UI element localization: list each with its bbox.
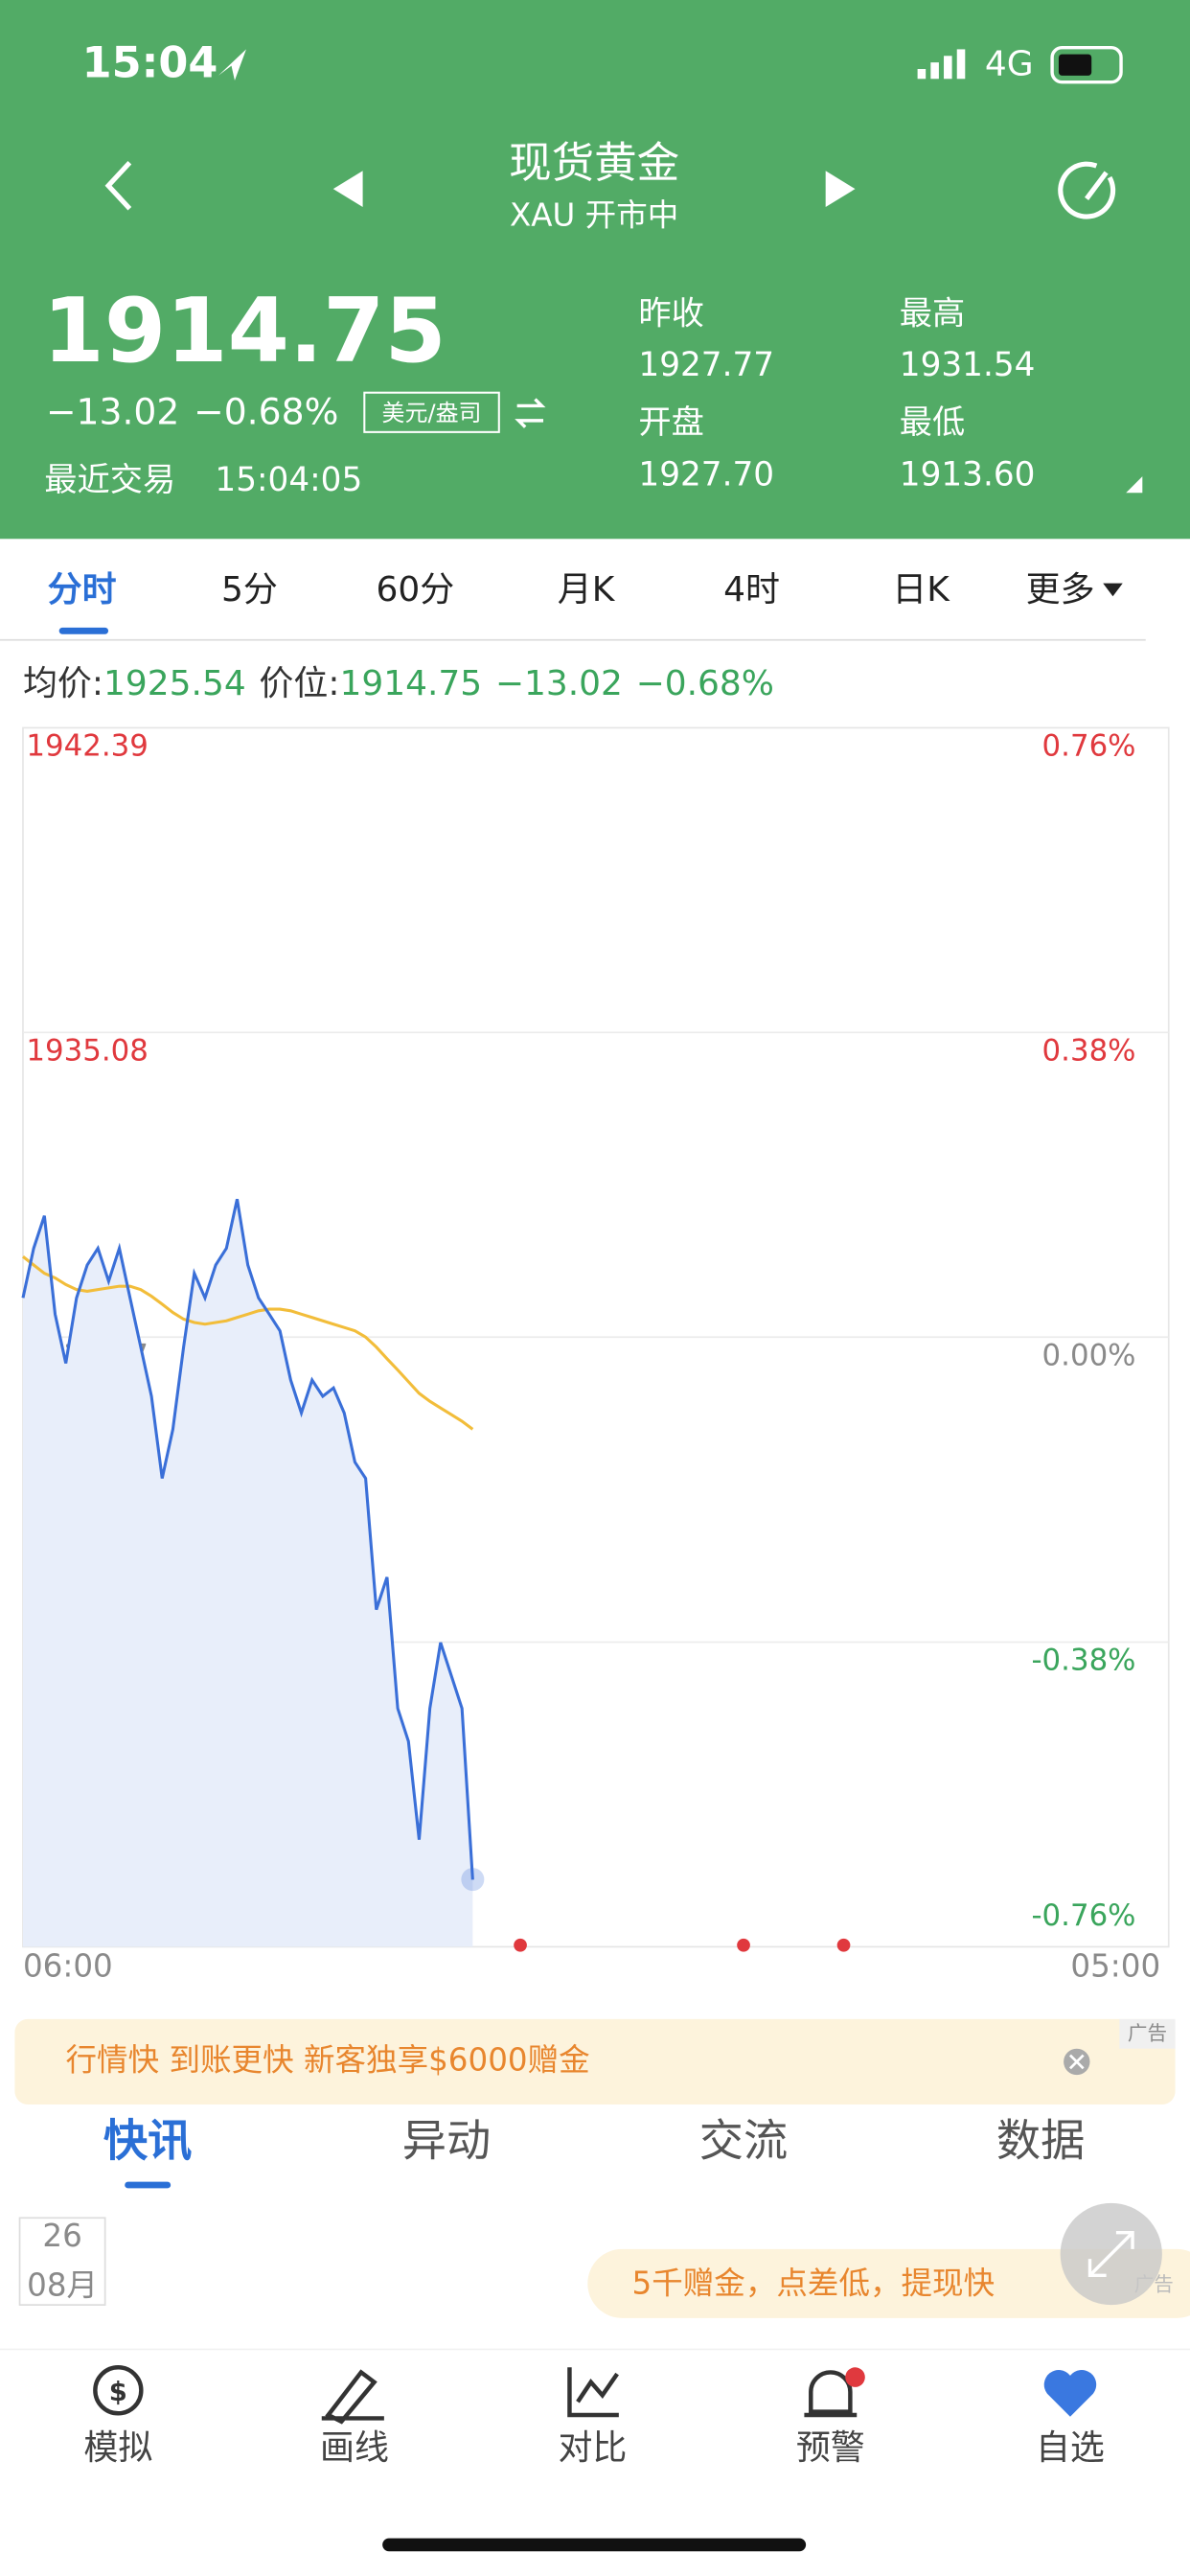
subtitle: XAU 开市中 bbox=[510, 196, 678, 233]
icon-compare bbox=[567, 2367, 619, 2418]
period-tab[interactable]: 5分 bbox=[221, 570, 278, 610]
change-pct: −0.68% bbox=[194, 390, 338, 432]
ad2-banner[interactable] bbox=[587, 2248, 1190, 2318]
change-value: −13.02 bbox=[495, 664, 623, 703]
last-trade-label: 最近交易 bbox=[44, 461, 175, 499]
date-box bbox=[18, 2217, 106, 2306]
nav-label[interactable]: 自选 bbox=[1036, 2428, 1105, 2468]
y-tick-label: 1942.39 bbox=[26, 728, 148, 763]
signal-icon bbox=[917, 49, 966, 80]
tab-indicator bbox=[58, 627, 109, 634]
news-tab[interactable]: 快讯 bbox=[103, 2115, 192, 2167]
period-tab[interactable]: 60分 bbox=[377, 570, 455, 610]
news-day: 26 bbox=[42, 2218, 81, 2254]
refresh-button[interactable] bbox=[1058, 161, 1116, 219]
y2-tick-label: 0.00% bbox=[1042, 1338, 1136, 1372]
ad-tag-bg bbox=[1119, 2018, 1176, 2049]
network-label: 4G bbox=[985, 45, 1034, 84]
stat-value: 1931.54 bbox=[900, 346, 1036, 384]
header-bg bbox=[0, 0, 1190, 540]
icon-alert bbox=[804, 2370, 858, 2418]
ad-text: 行情快 到账更快 新客独享$6000赠金 bbox=[66, 2041, 590, 2078]
ad-banner[interactable] bbox=[14, 2018, 1176, 2104]
stat-value: 1927.77 bbox=[638, 346, 774, 384]
y2-tick-label: 0.76% bbox=[1042, 728, 1136, 763]
stat-label: 最低 bbox=[900, 403, 966, 442]
home-indicator bbox=[382, 2538, 807, 2552]
news-tab[interactable]: 交流 bbox=[699, 2115, 788, 2167]
price-value: 1914.75 bbox=[339, 664, 482, 703]
status-time: 15:04 bbox=[82, 38, 218, 88]
location-icon bbox=[217, 49, 246, 80]
avg-value: 1925.54 bbox=[103, 664, 246, 703]
title: 现货黄金 bbox=[509, 138, 679, 188]
avg-line bbox=[22, 1255, 474, 1431]
y2-tick-label: 0.38% bbox=[1042, 1033, 1136, 1068]
news-tab-indicator bbox=[125, 2181, 172, 2189]
avg-label: 均价: bbox=[23, 664, 103, 703]
stat-value: 1927.70 bbox=[638, 456, 774, 494]
ad2-text: 5千赠金，点差低，提现快 bbox=[632, 2266, 995, 2302]
refresh-icon bbox=[1058, 161, 1116, 219]
float-icon bbox=[1087, 2231, 1134, 2277]
y2-tick-label: -0.38% bbox=[1031, 1643, 1135, 1677]
stat-value: 1913.60 bbox=[900, 456, 1036, 494]
last-point-glow bbox=[461, 1868, 485, 1892]
period-tab[interactable]: 日K bbox=[892, 570, 950, 610]
battery-level bbox=[1058, 54, 1092, 76]
ad-close-x bbox=[1068, 2054, 1085, 2070]
info-line: 均价:1925.54 价位:1914.75 −13.02 −0.68% bbox=[23, 664, 774, 703]
nav-icons bbox=[93, 2365, 858, 2425]
x-label: 05:00 bbox=[1070, 1948, 1160, 1985]
price-line bbox=[21, 1198, 474, 1880]
news-month: 08月 bbox=[27, 2266, 98, 2303]
last-trade-time: 15:04:05 bbox=[215, 461, 362, 499]
y-tick-label: 1935.08 bbox=[26, 1033, 148, 1068]
refresh-icon-hand bbox=[1085, 171, 1109, 200]
stat-label: 昨收 bbox=[638, 295, 704, 334]
unit: 美元/盎司 bbox=[382, 400, 482, 426]
alert-badge bbox=[845, 2367, 865, 2387]
event-dot[interactable] bbox=[836, 1938, 851, 1952]
x-label: 06:00 bbox=[23, 1948, 113, 1985]
event-dot[interactable] bbox=[514, 1938, 527, 1952]
next-button[interactable] bbox=[825, 171, 856, 207]
event-dot[interactable] bbox=[737, 1938, 750, 1952]
news-tab[interactable]: 数据 bbox=[996, 2115, 1085, 2167]
prev-button[interactable] bbox=[332, 171, 363, 207]
unit-box[interactable] bbox=[363, 391, 500, 433]
icon-favorite bbox=[1043, 2370, 1097, 2417]
stat-label: 最高 bbox=[900, 295, 966, 334]
price-label: 价位: bbox=[259, 664, 339, 703]
price: 1914.75 bbox=[43, 279, 446, 382]
period-tab[interactable]: 更多 bbox=[1026, 570, 1095, 610]
y2-tick-label: -0.76% bbox=[1031, 1898, 1135, 1933]
back-button[interactable] bbox=[104, 160, 132, 211]
icon-simulate-sign: $ bbox=[109, 2378, 127, 2407]
change: −13.02 bbox=[46, 390, 179, 432]
price-area bbox=[22, 1199, 473, 1947]
nav-label[interactable]: 模拟 bbox=[83, 2428, 152, 2468]
chart: 1942.390.76%1935.080.38%1927.770.00%1920… bbox=[21, 728, 1169, 1947]
swap-icon[interactable] bbox=[515, 398, 546, 428]
period-tab[interactable]: 分时 bbox=[48, 570, 117, 610]
icon-simulate bbox=[93, 2365, 144, 2416]
pct-value: −0.68% bbox=[636, 664, 774, 703]
news-tab[interactable]: 异动 bbox=[402, 2115, 491, 2167]
nav-label[interactable]: 预警 bbox=[796, 2428, 865, 2468]
stat-label: 开盘 bbox=[638, 403, 704, 442]
period-tab[interactable]: 4时 bbox=[723, 570, 780, 610]
nav-label[interactable]: 对比 bbox=[558, 2428, 627, 2468]
period-tab[interactable]: 月K bbox=[558, 570, 616, 610]
icon-draw bbox=[321, 2369, 384, 2425]
ad-tag: 广告 bbox=[1128, 2021, 1167, 2044]
battery-icon bbox=[1050, 45, 1123, 84]
more-arrow[interactable] bbox=[1103, 583, 1123, 597]
nav-label[interactable]: 画线 bbox=[320, 2428, 389, 2468]
